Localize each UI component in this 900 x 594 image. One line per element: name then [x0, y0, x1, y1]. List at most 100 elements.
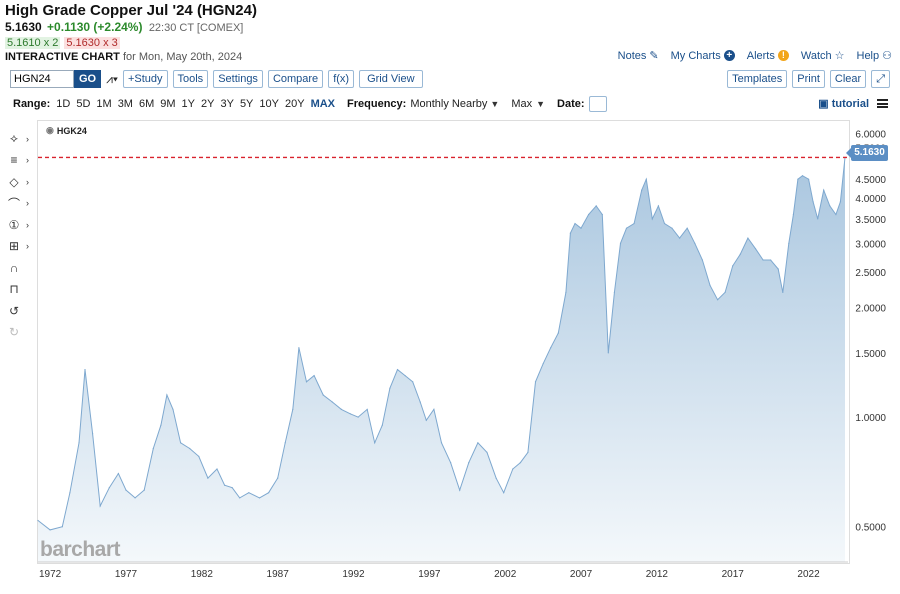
interactive-chart-heading: INTERACTIVE CHART for Mon, May 20th, 202… [5, 51, 242, 63]
x-tick-label: 1977 [115, 569, 138, 580]
undo-tool[interactable]: ↺ [6, 300, 34, 322]
undo-icon: ↺ [8, 303, 20, 318]
fx-button[interactable]: f(x) [328, 70, 355, 88]
calendar-icon[interactable] [588, 96, 607, 112]
data-point [645, 178, 647, 180]
range-5d[interactable]: 5D [76, 98, 91, 110]
range-1m[interactable]: 1M [96, 98, 112, 110]
redo-tool[interactable]: ↻ [6, 322, 34, 344]
tutorial-link[interactable]: ▣ tutorial [818, 98, 869, 110]
range-max[interactable]: MAX [310, 98, 336, 110]
range-1y[interactable]: 1Y [181, 98, 195, 110]
my-charts-label: My Charts [670, 49, 721, 62]
x-tick-label: 2002 [494, 569, 517, 580]
range-3y[interactable]: 3Y [220, 98, 234, 110]
lines-tool[interactable]: ≡ › [6, 150, 34, 172]
data-point [224, 484, 226, 486]
clear-button[interactable]: Clear [829, 70, 867, 88]
data-point [486, 451, 488, 453]
range-6m[interactable]: 6M [138, 98, 155, 110]
data-point [495, 477, 497, 479]
tutorial-label: tutorial [831, 98, 869, 110]
arc-tool[interactable]: ⌒ › [6, 193, 34, 215]
range-1d[interactable]: 1D [56, 98, 71, 110]
eye-icon[interactable]: ◉ [46, 125, 54, 135]
data-point [709, 284, 711, 286]
data-point [450, 462, 452, 464]
chevron-right-icon: › [26, 241, 29, 252]
data-point [613, 291, 616, 293]
help-label: Help [856, 49, 880, 62]
notes-link[interactable]: Notes ✎ [618, 49, 659, 63]
templates-button[interactable]: Templates [727, 70, 788, 88]
data-point [580, 227, 582, 229]
data-point [619, 242, 622, 244]
print-button[interactable]: Print [792, 70, 825, 88]
range-10y[interactable]: 10Y [259, 98, 279, 110]
legend-symbol: HGK24 [56, 125, 87, 136]
data-point [694, 242, 696, 244]
alerts-label: Alerts [746, 49, 775, 62]
frequency-select[interactable]: Monthly Nearby ▼ [410, 98, 499, 110]
fib-tool[interactable]: ⊞ › [6, 236, 34, 258]
range-5y[interactable]: 5Y [239, 98, 254, 110]
expand-icon[interactable]: ⤢ [871, 70, 890, 88]
data-point [468, 462, 470, 464]
alerts-link[interactable]: Alerts! [747, 50, 789, 62]
range-2y[interactable]: 2Y [201, 98, 215, 110]
data-point [258, 497, 261, 499]
chevron-right-icon: › [26, 155, 29, 166]
frequency-label: Frequency: [347, 98, 407, 110]
compare-button[interactable]: Compare [267, 70, 324, 88]
data-point [125, 489, 127, 491]
lock-tool[interactable]: ⊓ [6, 279, 34, 301]
annotation-tool[interactable]: ① › [6, 214, 34, 236]
x-tick-label: 2012 [646, 569, 669, 580]
star-icon: ☆ [834, 50, 845, 62]
x-tick-label: 2017 [722, 569, 745, 580]
magnet-tool[interactable]: ∩ [6, 257, 34, 279]
shapes-tool[interactable]: ◇ › [6, 171, 34, 193]
go-button[interactable]: GO [74, 70, 102, 88]
data-point [425, 419, 427, 421]
data-point [732, 265, 734, 267]
chart-type-icon[interactable]: ⩘▾ [106, 71, 118, 86]
data-point [99, 505, 101, 507]
bid-ask: 5.1610 x 2 5.1630 x 3 [5, 37, 120, 49]
range-3m[interactable]: 3M [117, 98, 133, 110]
data-point [172, 408, 174, 410]
data-point [198, 455, 200, 457]
range-20y[interactable]: 20Y [284, 98, 305, 110]
data-point [788, 242, 790, 244]
max-select[interactable]: Max ▼ [511, 98, 545, 110]
data-point [701, 259, 704, 261]
data-point [569, 232, 572, 234]
data-point [633, 222, 635, 225]
data-point [519, 462, 522, 464]
menu-icon[interactable] [877, 99, 888, 108]
data-point [625, 227, 628, 229]
symbol-input[interactable] [10, 70, 74, 88]
study-button[interactable]: +Study [122, 70, 168, 88]
data-point [762, 259, 764, 261]
tools-button[interactable]: Tools [172, 70, 209, 88]
data-point [724, 291, 726, 293]
quote-time: 22:30 CT [COMEX] [148, 22, 244, 34]
settings-button[interactable]: Settings [213, 70, 263, 88]
my-charts-link[interactable]: My Charts + [671, 50, 735, 62]
watch-label: Watch [800, 49, 832, 62]
range-9m[interactable]: 9M [160, 98, 176, 110]
crosshair-tool[interactable]: ⟡ › [6, 128, 34, 150]
data-point [433, 408, 435, 410]
data-point [477, 442, 479, 444]
data-point [657, 205, 660, 207]
bid-badge: 5.1610 x 2 [5, 37, 61, 49]
help-link[interactable]: Help ⚇ [856, 49, 893, 63]
range-bar: Range: 1D 5D 1M 3M 6M 9M 1Y 2Y 3Y 5Y 10Y… [13, 96, 607, 112]
data-point [216, 468, 218, 470]
grid-view-button[interactable]: Grid View [359, 70, 423, 88]
data-point [381, 424, 383, 426]
watch-link[interactable]: Watch ☆ [800, 49, 845, 63]
max-value: Max [511, 98, 533, 110]
